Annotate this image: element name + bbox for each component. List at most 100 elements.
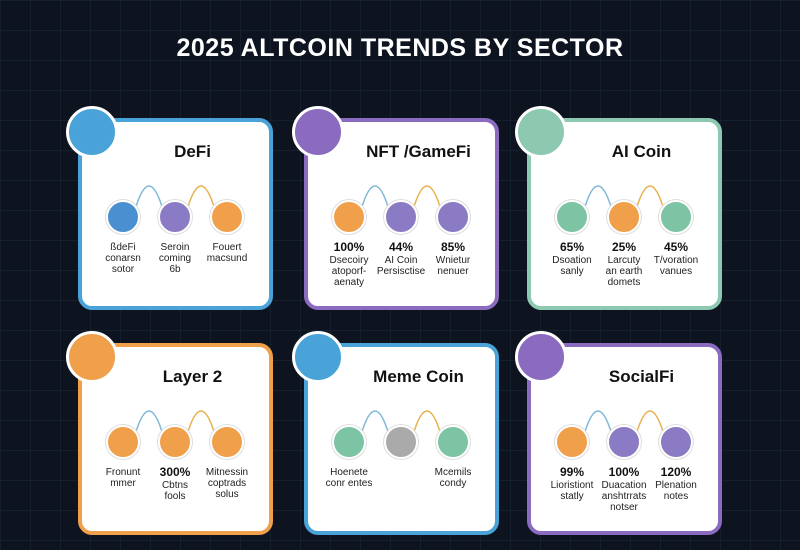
item-label: Seroin bbox=[160, 242, 190, 253]
item-icon bbox=[106, 200, 140, 234]
item-label: coptrads bbox=[207, 478, 247, 489]
item-value: 100% bbox=[608, 465, 640, 479]
item-label: coming bbox=[158, 253, 192, 264]
connectors bbox=[134, 185, 216, 211]
item-icon bbox=[555, 425, 589, 459]
item-icon bbox=[607, 425, 641, 459]
sector-item: ßdeFi conarsn sotor bbox=[92, 200, 154, 275]
sector-item: Mcemils condy bbox=[422, 425, 484, 489]
item-label: condy bbox=[439, 478, 467, 489]
item-label: Dsoation bbox=[552, 255, 592, 266]
item-label: macsund bbox=[206, 253, 248, 264]
item-label: statly bbox=[560, 491, 584, 502]
item-label: anshtrrats bbox=[601, 491, 647, 502]
item-label: Mitnessin bbox=[205, 467, 249, 478]
connector bbox=[635, 410, 665, 436]
item-label: Duacation bbox=[601, 480, 647, 491]
item-value: 45% bbox=[663, 240, 689, 254]
item-value: 85% bbox=[440, 240, 466, 254]
sector-item: 100% Dsecoiry atoporf-aenaty bbox=[318, 200, 380, 288]
sector-icon bbox=[292, 331, 344, 383]
item-label: nenuer bbox=[437, 266, 469, 277]
item-label: Mcemils bbox=[434, 467, 472, 478]
item-value: 25% bbox=[611, 240, 637, 254]
item-label: domets bbox=[607, 277, 641, 288]
item-icon bbox=[607, 200, 641, 234]
sector-card: Layer 2 Fronunt mmer 300% Cbtns fools Mitnessi… bbox=[66, 331, 273, 535]
sector-item: 99% Lioristiont statly bbox=[541, 425, 603, 502]
sector-item: 45% T/voration vanues bbox=[645, 200, 707, 277]
card-title: Meme Coin bbox=[373, 367, 464, 386]
sector-icon bbox=[66, 331, 118, 383]
item-label: notser bbox=[610, 502, 638, 513]
connector bbox=[134, 185, 164, 211]
sector-item: 120% Plenation notes bbox=[645, 425, 707, 502]
item-icon bbox=[659, 425, 693, 459]
sector-card: Meme Coin Hoenete conr entes Mcemils condy bbox=[292, 331, 499, 535]
item-value: 300% bbox=[159, 465, 191, 479]
item-label: vanues bbox=[659, 266, 693, 277]
item-label: Larcuty bbox=[607, 255, 641, 266]
item-value: 44% bbox=[388, 240, 414, 254]
sector-item bbox=[370, 425, 432, 467]
connector bbox=[583, 410, 613, 436]
connectors bbox=[583, 410, 665, 436]
item-icon bbox=[436, 200, 470, 234]
sector-item: 65% Dsoation sanly bbox=[541, 200, 603, 277]
item-label: ßdeFi bbox=[110, 242, 136, 253]
item-value: 120% bbox=[660, 465, 692, 479]
sector-icon bbox=[515, 106, 567, 158]
sector-card: NFT /GameFi 100% Dsecoiry atoporf-aenaty 44%… bbox=[292, 106, 499, 310]
sector-item: Fouert macsund bbox=[196, 200, 258, 264]
item-icon bbox=[158, 425, 192, 459]
item-label: solus bbox=[215, 489, 239, 500]
connectors bbox=[583, 185, 665, 211]
sector-card: DeFi ßdeFi conarsn sotor Seroin coming 6b Fouer… bbox=[66, 106, 273, 310]
item-label: Wnietur bbox=[435, 255, 471, 266]
item-label: an earth bbox=[605, 266, 643, 277]
connector bbox=[583, 185, 613, 211]
connectors bbox=[134, 410, 216, 436]
connectors bbox=[360, 410, 442, 436]
sector-item: Hoenete conr entes bbox=[318, 425, 380, 489]
item-icon bbox=[332, 200, 366, 234]
item-label: sanly bbox=[560, 266, 584, 277]
sector-item: 25% Larcuty an earth domets bbox=[593, 200, 655, 288]
sector-item: 300% Cbtns fools bbox=[144, 425, 206, 502]
item-icon bbox=[158, 200, 192, 234]
sector-icon bbox=[66, 106, 118, 158]
item-label: AI Coin bbox=[384, 255, 418, 266]
item-label: Cbtns bbox=[161, 480, 189, 491]
item-label: mmer bbox=[110, 478, 136, 489]
item-icon bbox=[384, 200, 418, 234]
sector-item: Mitnessin coptrads solus bbox=[196, 425, 258, 500]
item-icon bbox=[659, 200, 693, 234]
item-label: Dsecoiry bbox=[329, 255, 369, 266]
item-label: conarsn bbox=[105, 253, 141, 264]
item-label: Persisctise bbox=[376, 266, 426, 277]
item-icon bbox=[555, 200, 589, 234]
sector-icon bbox=[515, 331, 567, 383]
sector-item: Seroin coming 6b bbox=[144, 200, 206, 275]
sector-card: AI Coin 65% Dsoation sanly 25% Larcuty an eart… bbox=[515, 106, 722, 310]
connector bbox=[412, 410, 442, 436]
item-label: Plenation bbox=[655, 480, 697, 491]
item-label: atoporf- bbox=[331, 266, 367, 277]
item-label: conr entes bbox=[325, 478, 373, 489]
connectors bbox=[360, 185, 442, 211]
connector bbox=[134, 410, 164, 436]
card-title: NFT /GameFi bbox=[366, 142, 471, 161]
item-label: Hoenete bbox=[330, 467, 368, 478]
item-label: fools bbox=[164, 491, 186, 502]
item-label: Fronunt bbox=[105, 467, 141, 478]
item-value: 65% bbox=[559, 240, 585, 254]
item-label: 6b bbox=[169, 264, 181, 275]
connector bbox=[186, 185, 216, 211]
item-value: 99% bbox=[559, 465, 585, 479]
item-label: sotor bbox=[111, 264, 135, 275]
page-title: 2025 ALTCOIN TRENDS BY SECTOR bbox=[176, 34, 624, 62]
item-icon bbox=[436, 425, 470, 459]
item-label: notes bbox=[663, 491, 689, 502]
connector bbox=[360, 410, 390, 436]
item-icon bbox=[332, 425, 366, 459]
